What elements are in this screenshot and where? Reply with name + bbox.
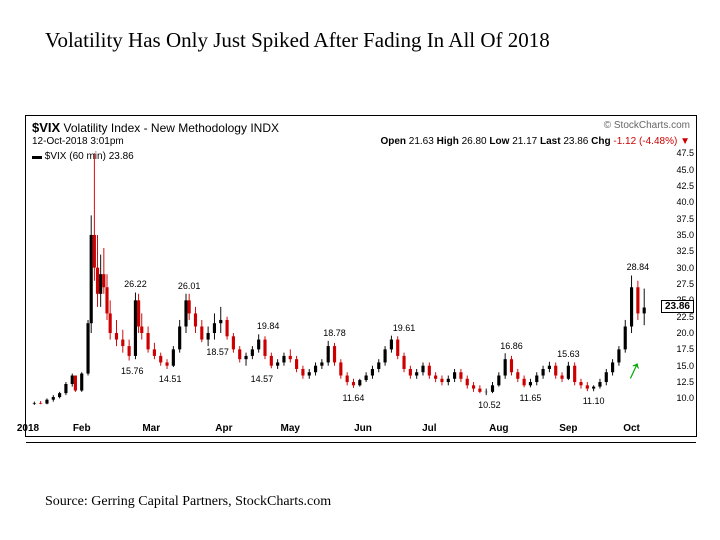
plot-area: 26.22 26.01 15.76 14.51 18.57 19.84 14.57 18.78… <box>28 150 660 418</box>
price-label: 19.84 <box>256 321 281 331</box>
exchange: INDX <box>250 121 279 135</box>
price-label: 18.57 <box>205 347 230 357</box>
x-tick: Jul <box>422 423 436 434</box>
x-tick: May <box>281 423 300 434</box>
current-price-box: 23.86 <box>661 300 694 313</box>
price-label: 10.52 <box>477 400 502 410</box>
y-tick: 17.5 <box>676 344 694 354</box>
x-tick: Apr <box>215 423 232 434</box>
x-tick: Mar <box>142 423 160 434</box>
symbol-desc: Volatility Index - New Methodology <box>64 121 247 135</box>
y-tick: 47.5 <box>676 148 694 158</box>
chg-label: Chg <box>591 136 610 147</box>
y-tick: 42.5 <box>676 181 694 191</box>
price-label: 15.76 <box>120 366 145 376</box>
price-label: 18.78 <box>322 328 347 338</box>
chg-val: -1.12 (-4.48%) <box>613 136 677 147</box>
y-tick: 27.5 <box>676 279 694 289</box>
watermark: © StockCharts.com <box>604 120 690 131</box>
low-val: 21.17 <box>512 136 537 147</box>
high-val: 26.80 <box>462 136 487 147</box>
y-tick: 40.0 <box>676 197 694 207</box>
x-tick: Oct <box>623 423 640 434</box>
open-val: 21.63 <box>409 136 434 147</box>
y-tick: 12.5 <box>676 377 694 387</box>
price-label: 28.84 <box>626 262 651 272</box>
chart-symbol-line: $VIX Volatility Index - New Methodology … <box>32 120 279 135</box>
price-label: 14.57 <box>250 374 275 384</box>
y-tick: 15.0 <box>676 361 694 371</box>
price-label: 11.65 <box>519 393 543 403</box>
x-tick: 2018 <box>17 423 39 434</box>
high-label: High <box>437 136 459 147</box>
low-label: Low <box>489 136 509 147</box>
y-tick: 45.0 <box>676 165 694 175</box>
price-label: 19.61 <box>392 323 417 333</box>
x-tick: Jun <box>354 423 372 434</box>
footer-divider <box>26 442 696 443</box>
y-axis: 47.545.042.540.037.535.032.530.027.525.0… <box>662 150 694 418</box>
last-val: 23.86 <box>563 136 588 147</box>
chart-date: 12-Oct-2018 3:01pm <box>32 136 124 147</box>
price-label: 26.22 <box>123 279 148 289</box>
price-label: 11.10 <box>582 396 606 406</box>
price-label: 11.64 <box>342 393 366 403</box>
price-label: 26.01 <box>177 281 202 291</box>
ohlc-row: Open 21.63 High 26.80 Low 21.17 Last 23.… <box>380 136 690 147</box>
y-tick: 22.5 <box>676 312 694 322</box>
x-tick: Aug <box>489 423 508 434</box>
open-label: Open <box>380 136 406 147</box>
chart-container: $VIX Volatility Index - New Methodology … <box>25 115 697 437</box>
x-axis: 2018FebMarAprMayJunJulAugSepOct <box>28 420 660 434</box>
y-tick: 10.0 <box>676 393 694 403</box>
price-label: 16.86 <box>499 341 524 351</box>
y-tick: 32.5 <box>676 246 694 256</box>
chg-arrow-icon: ▼ <box>680 136 690 147</box>
price-label: 14.51 <box>158 374 183 384</box>
y-tick: 30.0 <box>676 263 694 273</box>
x-tick: Sep <box>559 423 577 434</box>
last-label: Last <box>540 136 561 147</box>
source-attribution: Source: Gerring Capital Partners, StockC… <box>45 494 331 510</box>
chart-title: Volatility Has Only Just Spiked After Fa… <box>45 28 550 53</box>
y-tick: 20.0 <box>676 328 694 338</box>
y-tick: 37.5 <box>676 214 694 224</box>
y-tick: 35.0 <box>676 230 694 240</box>
x-tick: Feb <box>73 423 91 434</box>
symbol: $VIX <box>32 120 60 135</box>
price-label: 15.63 <box>556 349 581 359</box>
